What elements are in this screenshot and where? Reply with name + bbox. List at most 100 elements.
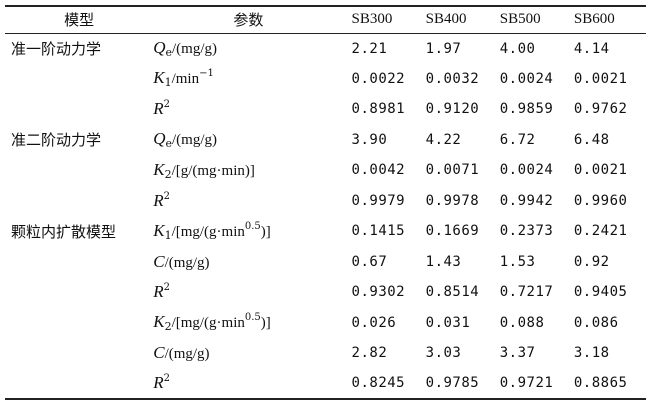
table-row: C/(mg/g) 0.67 1.43 1.53 0.92 bbox=[5, 247, 646, 278]
table-row: K2/[mg/(g·min0.5)] 0.026 0.031 0.088 0.086 bbox=[5, 308, 646, 339]
param-symbol: R bbox=[153, 99, 164, 119]
param-cell: R2 bbox=[147, 186, 349, 217]
model-cell bbox=[5, 186, 147, 217]
value-cell: 4.14 bbox=[573, 40, 610, 57]
model-cell bbox=[5, 277, 147, 308]
value-cell: 0.7217 bbox=[499, 284, 554, 301]
value-cell: 0.9721 bbox=[497, 368, 572, 400]
value-cell: 0.8514 bbox=[425, 284, 480, 301]
param-symbol: Q bbox=[153, 129, 166, 149]
value-cell: 0.9979 bbox=[351, 192, 406, 209]
header-sample: SB600 bbox=[571, 5, 646, 34]
value-cell: 0.0021 bbox=[573, 162, 628, 179]
value-cell: 3.37 bbox=[499, 345, 536, 362]
table-row: C/(mg/g) 2.82 3.03 3.37 3.18 bbox=[5, 338, 646, 369]
param-subscript: e bbox=[165, 137, 173, 151]
header-model: 模型 bbox=[5, 5, 148, 34]
param-unit: /(mg/g) bbox=[164, 346, 210, 363]
model-cell: 准二阶动力学 bbox=[11, 131, 102, 150]
param-unit: /(mg/g) bbox=[172, 41, 218, 57]
param-symbol: K bbox=[153, 68, 165, 88]
header-sample: SB500 bbox=[497, 5, 572, 34]
value-cell: 0.031 bbox=[425, 314, 471, 331]
param-unit: /[mg/(g·min bbox=[171, 223, 245, 240]
value-cell: 1.43 bbox=[425, 253, 462, 270]
param-subscript: e bbox=[165, 46, 173, 59]
value-cell: 0.2421 bbox=[573, 223, 628, 240]
value-cell: 0.9302 bbox=[351, 284, 406, 301]
param-cell: K2/[mg/(g·min0.5)] bbox=[147, 308, 349, 339]
param-cell: Qe/(mg/g) bbox=[147, 33, 349, 64]
value-cell: 0.9785 bbox=[423, 368, 498, 400]
value-cell: 0.9405 bbox=[573, 284, 628, 301]
model-cell bbox=[5, 64, 147, 95]
model-cell: 颗粒内扩散模型 bbox=[11, 222, 117, 241]
param-cell: C/(mg/g) bbox=[147, 247, 349, 278]
value-cell: 0.0021 bbox=[573, 70, 628, 87]
value-cell: 4.22 bbox=[425, 131, 462, 148]
param-unit-tail: )] bbox=[260, 315, 271, 332]
header-sample: SB400 bbox=[423, 5, 498, 34]
value-cell: 1.53 bbox=[499, 253, 536, 270]
model-cell bbox=[5, 338, 147, 369]
param-cell: R2 bbox=[147, 368, 350, 400]
model-cell bbox=[5, 368, 148, 400]
param-superscript: 2 bbox=[163, 282, 170, 294]
value-cell: 0.9942 bbox=[499, 192, 554, 209]
table-row: 颗粒内扩散模型 K1/[mg/(g·min0.5)] 0.1415 0.1669 0.2… bbox=[5, 216, 646, 247]
param-subscript: 1 bbox=[164, 76, 172, 90]
table-row: 准二阶动力学 Qe/(mg/g) 3.90 4.22 6.72 6.48 bbox=[5, 125, 646, 156]
param-superscript: 2 bbox=[163, 373, 170, 385]
param-symbol: K bbox=[153, 312, 165, 332]
header-sample: SB300 bbox=[349, 5, 424, 34]
table-row: R2 0.8245 0.9785 0.9721 0.8865 bbox=[5, 368, 646, 400]
param-superscript: 2 bbox=[163, 99, 170, 111]
value-cell: 3.90 bbox=[351, 131, 388, 148]
param-symbol: K bbox=[153, 159, 165, 179]
unit-superscript: 0.5 bbox=[244, 220, 261, 232]
unit-superscript: −1 bbox=[199, 68, 214, 80]
param-cell: K2/[g/(mg·min)] bbox=[147, 155, 349, 186]
param-subscript: 1 bbox=[164, 228, 172, 242]
table-body: 准一阶动力学 Qe/(mg/g) 2.21 1.97 4.00 4.14 K1/min−1 0… bbox=[5, 33, 646, 400]
value-cell: 0.0042 bbox=[351, 162, 406, 179]
param-unit: /min bbox=[171, 71, 200, 88]
param-symbol: K bbox=[153, 220, 165, 240]
value-cell: 3.18 bbox=[573, 345, 610, 362]
value-cell: 0.1669 bbox=[425, 223, 480, 240]
table-row: K2/[g/(mg·min)] 0.0042 0.0071 0.0024 0.0021 bbox=[5, 155, 646, 186]
param-symbol: Q bbox=[153, 38, 166, 57]
param-symbol: C bbox=[153, 343, 165, 363]
value-cell: 0.9978 bbox=[425, 192, 480, 209]
value-cell: 0.9859 bbox=[499, 101, 554, 118]
table-row: R2 0.9979 0.9978 0.9942 0.9960 bbox=[5, 186, 646, 217]
value-cell: 1.97 bbox=[425, 40, 462, 57]
value-cell: 0.0024 bbox=[499, 162, 554, 179]
table-row: R2 0.9302 0.8514 0.7217 0.9405 bbox=[5, 277, 646, 308]
value-cell: 0.9960 bbox=[573, 192, 628, 209]
param-symbol: R bbox=[153, 282, 164, 302]
param-unit: /(mg/g) bbox=[172, 132, 218, 149]
param-cell: C/(mg/g) bbox=[147, 338, 349, 369]
param-cell: R2 bbox=[147, 94, 349, 125]
model-cell: 准一阶动力学 bbox=[11, 40, 102, 58]
value-cell: 0.8865 bbox=[571, 368, 646, 400]
param-unit: /[mg/(g·min bbox=[171, 315, 245, 332]
param-unit: /[g/(mg·min)] bbox=[171, 162, 255, 179]
model-cell bbox=[5, 247, 147, 278]
value-cell: 0.9120 bbox=[425, 101, 480, 118]
param-symbol: C bbox=[153, 251, 165, 271]
param-unit-tail: )] bbox=[260, 223, 271, 240]
param-subscript: 2 bbox=[164, 320, 172, 334]
value-cell: 0.67 bbox=[351, 253, 388, 270]
kinetics-table: 模型 参数 SB300 SB400 SB500 SB600 准一阶动力学 Qe/(… bbox=[5, 5, 646, 400]
param-superscript: 2 bbox=[163, 190, 170, 202]
value-cell: 0.1415 bbox=[351, 223, 406, 240]
model-cell bbox=[5, 94, 147, 125]
unit-superscript: 0.5 bbox=[244, 312, 261, 324]
value-cell: 0.9762 bbox=[573, 101, 628, 118]
param-symbol: R bbox=[153, 373, 164, 393]
value-cell: 0.0032 bbox=[425, 70, 480, 87]
param-cell: K1/min−1 bbox=[147, 64, 349, 95]
param-subscript: 2 bbox=[164, 167, 172, 181]
